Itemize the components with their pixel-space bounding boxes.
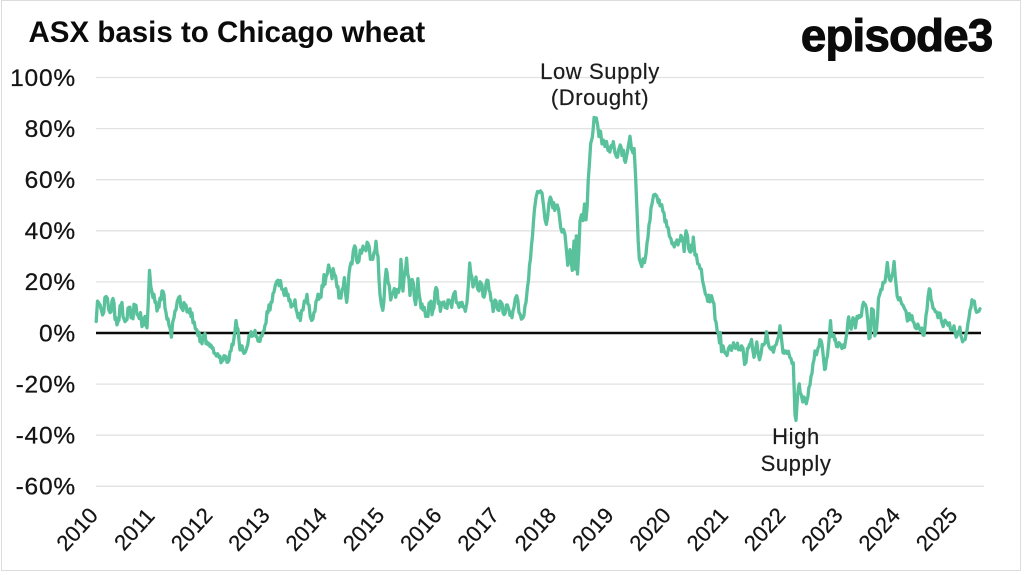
svg-text:100%: 100% <box>10 65 76 92</box>
svg-text:-40%: -40% <box>16 423 76 450</box>
svg-text:Low Supply: Low Supply <box>540 59 660 84</box>
svg-text:(Drought): (Drought) <box>551 85 649 110</box>
svg-text:episode3: episode3 <box>801 10 993 61</box>
svg-text:Supply: Supply <box>761 451 832 476</box>
svg-text:ASX basis to Chicago wheat: ASX basis to Chicago wheat <box>29 16 426 49</box>
svg-text:0%: 0% <box>39 320 76 347</box>
svg-text:-60%: -60% <box>16 474 76 501</box>
svg-text:High: High <box>772 424 820 449</box>
svg-text:20%: 20% <box>25 269 76 296</box>
svg-text:40%: 40% <box>25 218 76 245</box>
svg-text:80%: 80% <box>25 116 76 143</box>
svg-text:-20%: -20% <box>16 371 76 398</box>
svg-text:60%: 60% <box>25 167 76 194</box>
